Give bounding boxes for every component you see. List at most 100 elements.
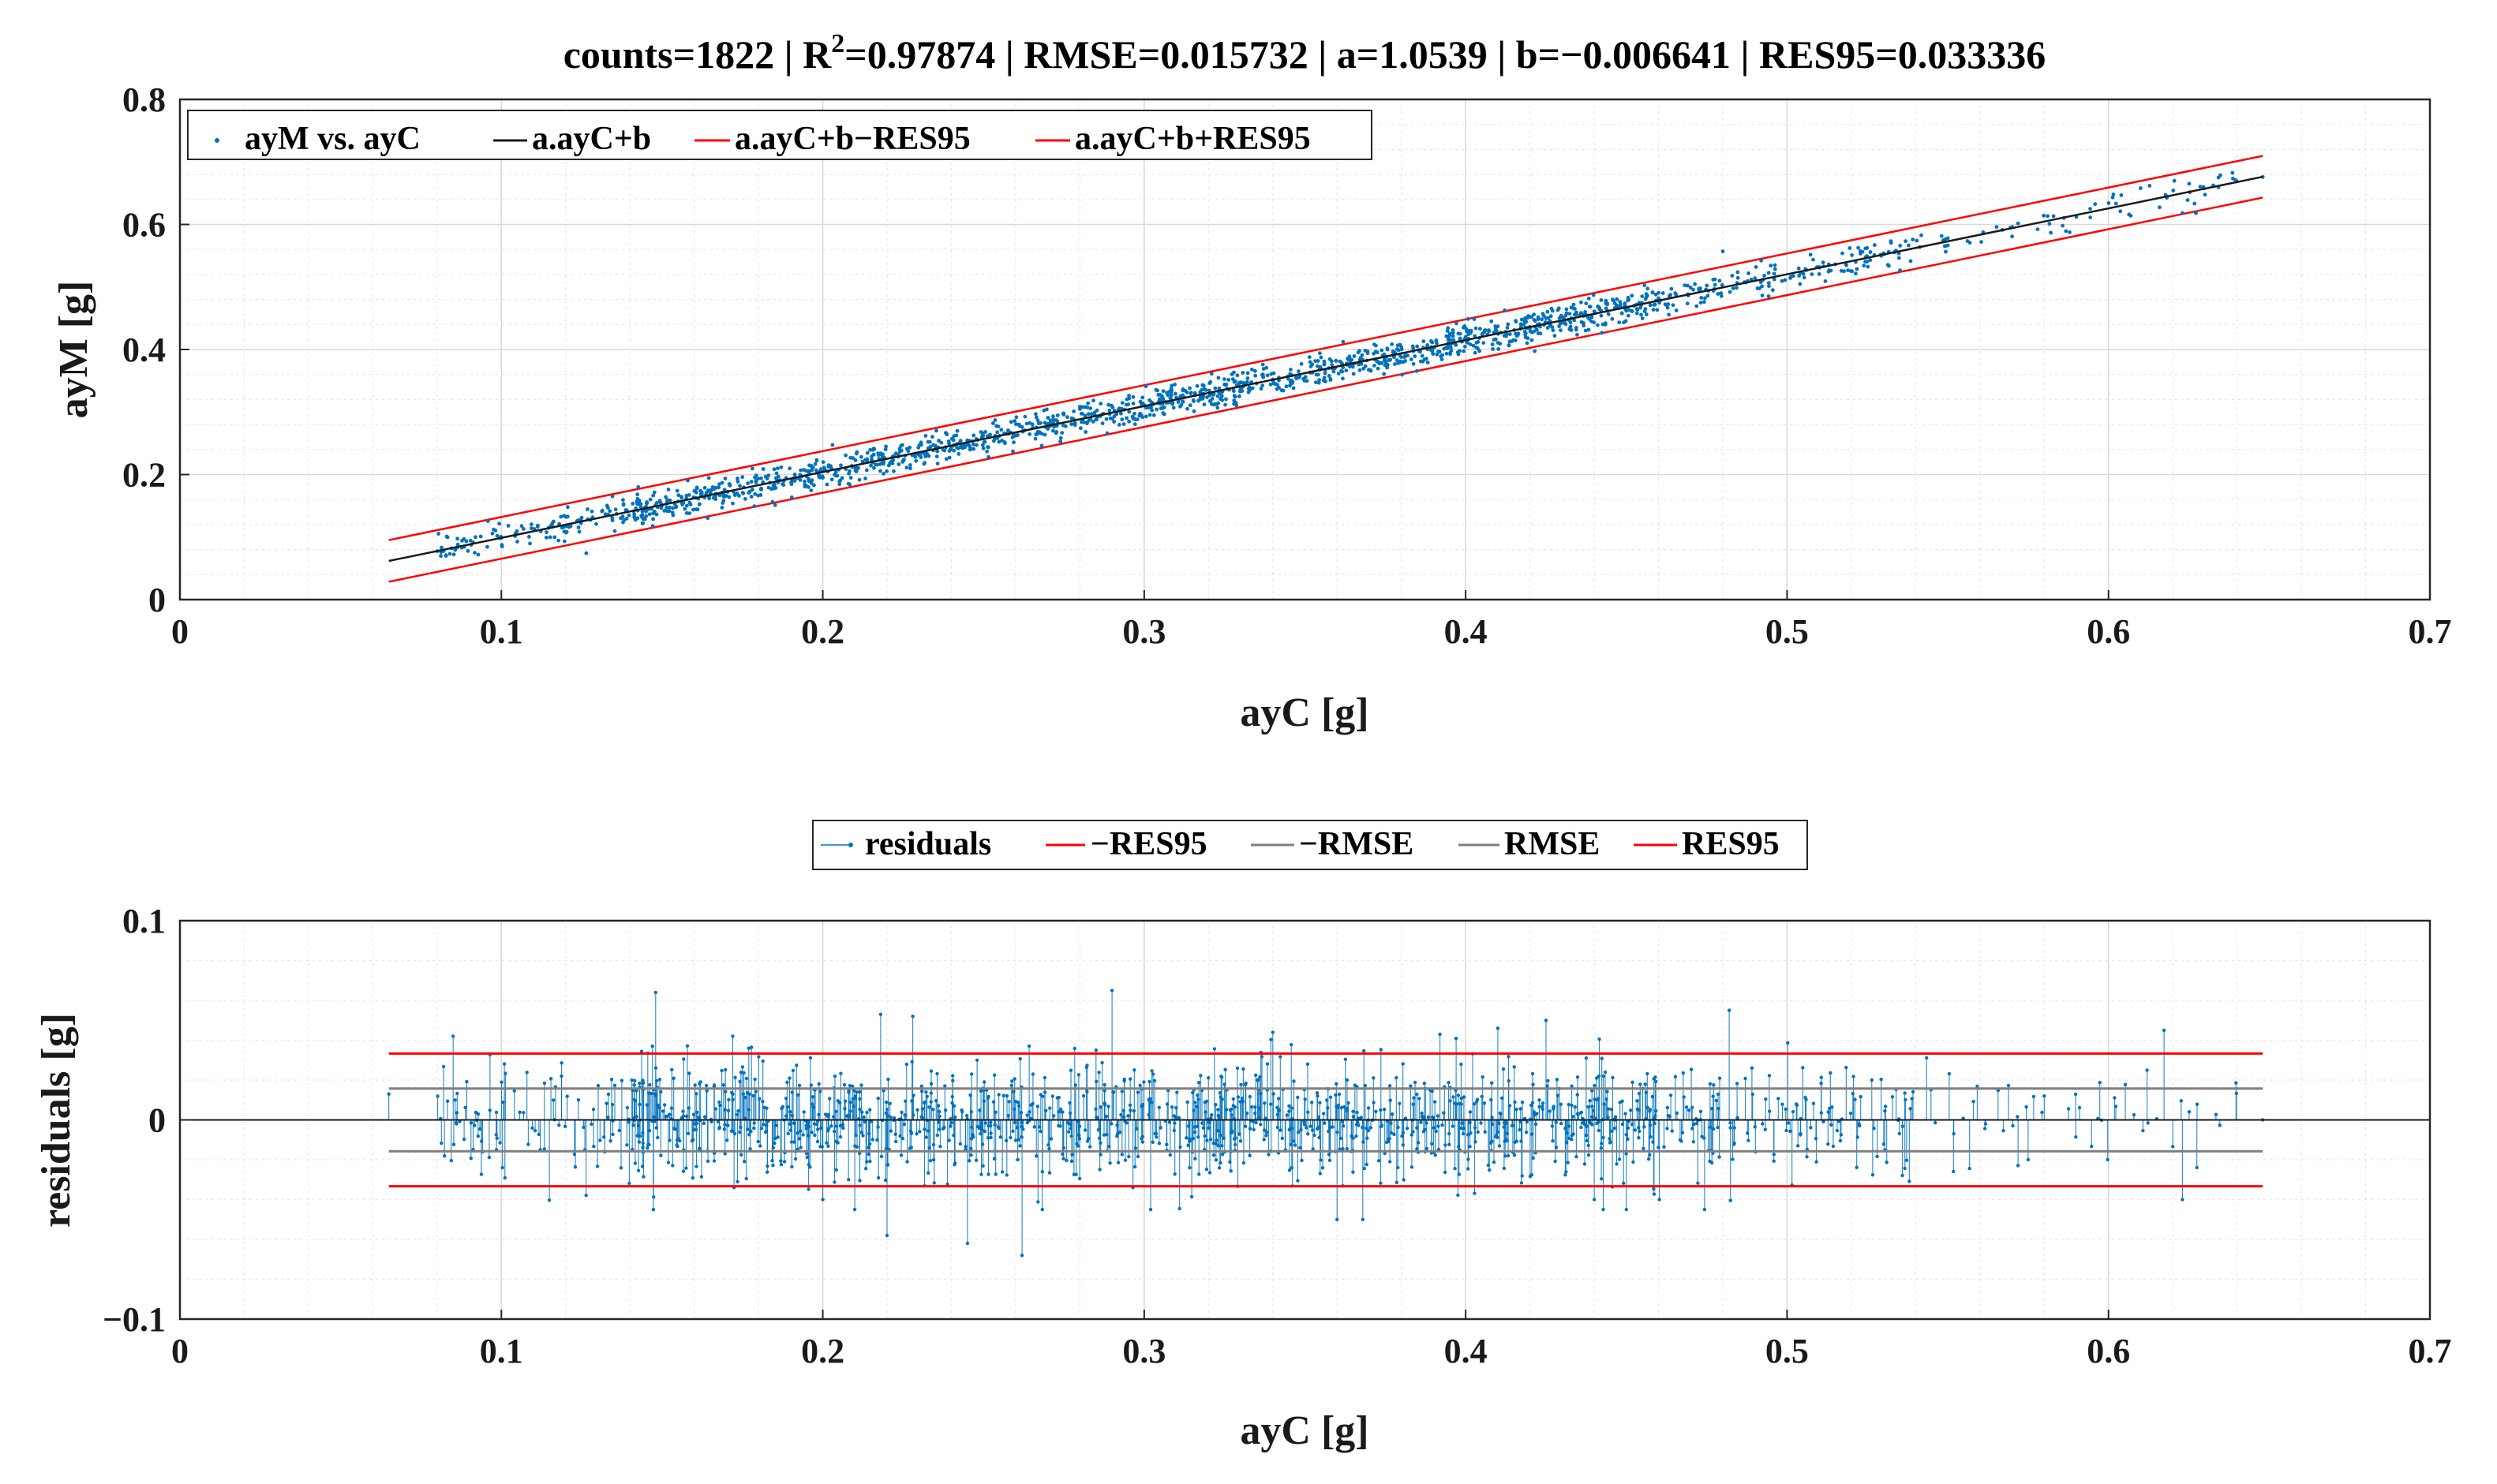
scatter-point [766, 473, 771, 477]
residual-point [786, 1105, 790, 1109]
scatter-point [1705, 283, 1709, 288]
residual-point [1784, 1128, 1788, 1133]
residual-point [2016, 1164, 2020, 1168]
residual-point [748, 1147, 752, 1151]
scatter-point [1477, 349, 1481, 353]
residual-point [704, 1083, 709, 1088]
scatter-point [1898, 268, 1902, 273]
residual-point [1702, 1136, 1706, 1140]
scatter-point [670, 510, 675, 515]
scatter-point [882, 472, 885, 476]
residual-point [1716, 1125, 1720, 1130]
residual-point [875, 1138, 879, 1142]
residual-point [1750, 1066, 1754, 1070]
residual-point [1875, 1154, 1879, 1159]
residual-point [1712, 1127, 1716, 1131]
scatter-point [1827, 268, 1832, 273]
residual-point [1345, 1146, 1350, 1151]
residual-point [1121, 1108, 1125, 1113]
residual-point [927, 1171, 930, 1176]
residual-point [1525, 1120, 1529, 1124]
residual-point [1013, 1120, 1017, 1125]
scatter-point [644, 514, 649, 518]
scatter-point [1855, 267, 1859, 271]
residual-point [462, 1137, 466, 1142]
residual-point [1814, 1160, 1818, 1164]
residual-point [1354, 1134, 1358, 1138]
scatter-point [813, 462, 818, 466]
residual-point [1904, 1097, 1907, 1102]
scatter-y-tick-label: 0.6 [122, 206, 166, 245]
residual-point [1476, 1130, 1480, 1134]
scatter-point [1410, 344, 1415, 349]
residual-point [1829, 1123, 1833, 1127]
residual-point [1567, 1136, 1571, 1141]
scatter-point [1569, 305, 1574, 310]
residual-point [733, 1075, 737, 1079]
scatter-point [1604, 306, 1608, 311]
scatter-point [1048, 418, 1053, 423]
scatter-point [1994, 225, 1999, 230]
scatter-point [1896, 256, 1901, 260]
residual-point [591, 1107, 596, 1112]
scatter-point [1202, 387, 1207, 391]
residual-point [799, 1129, 803, 1133]
scatter-point [765, 477, 769, 480]
scatter-point [1293, 376, 1298, 379]
residual-point [1085, 1063, 1089, 1067]
scatter-point [444, 534, 449, 539]
residual-point [565, 1094, 569, 1098]
residual-point [1524, 1131, 1529, 1134]
scatter-point [1574, 327, 1578, 332]
residual-point [797, 1137, 802, 1141]
residual-point [981, 1164, 985, 1168]
residual-point [500, 1165, 504, 1170]
scatter-point [1034, 415, 1039, 420]
scatter-point [1471, 343, 1476, 348]
residual-point [1662, 1145, 1666, 1149]
scatter-point [1529, 338, 1534, 342]
residual-point [743, 1095, 747, 1100]
residual-point [1488, 1168, 1492, 1172]
residual-point [1613, 1115, 1618, 1119]
scatter-point [1613, 301, 1617, 305]
scatter-point [1645, 286, 1650, 291]
residual-point [1668, 1093, 1673, 1097]
residual-point [1763, 1127, 1767, 1131]
scatter-point [1817, 272, 1821, 276]
residual-point [756, 1139, 760, 1144]
scatter-point [1889, 241, 1893, 245]
residual-point [1076, 1073, 1081, 1077]
residual-point [1419, 1120, 1423, 1124]
scatter-point [1487, 328, 1491, 332]
residual-point [1310, 1101, 1314, 1105]
residual-point [884, 1111, 889, 1116]
residual-point [619, 1166, 623, 1170]
residual-point [1230, 1107, 1234, 1112]
scatter-point [1124, 402, 1129, 407]
residual-point [1173, 1121, 1177, 1125]
scatter-point [1013, 419, 1017, 423]
residual-point [552, 1098, 556, 1102]
residual-point [1175, 1090, 1179, 1094]
scatter-point [1219, 397, 1222, 401]
scatter-point [1711, 278, 1716, 282]
scatter-point [1648, 303, 1653, 308]
residual-point [542, 1081, 547, 1086]
residual-point [928, 1159, 933, 1163]
scatter-point [1716, 292, 1720, 296]
residual-point [1069, 1127, 1073, 1131]
residual-point [842, 1082, 847, 1087]
scatter-point [853, 458, 858, 462]
residual-point [648, 1082, 652, 1087]
residual-point [799, 1146, 803, 1149]
residual-point [620, 1078, 624, 1082]
residual-point [1870, 1078, 1874, 1082]
scatter-point [1089, 412, 1094, 417]
scatter-point [1106, 402, 1110, 407]
scatter-point [870, 454, 874, 458]
scatter-point [1155, 388, 1159, 393]
residual-point [1554, 1120, 1558, 1124]
scatter-point [736, 480, 740, 484]
residual-point [1335, 1082, 1338, 1086]
